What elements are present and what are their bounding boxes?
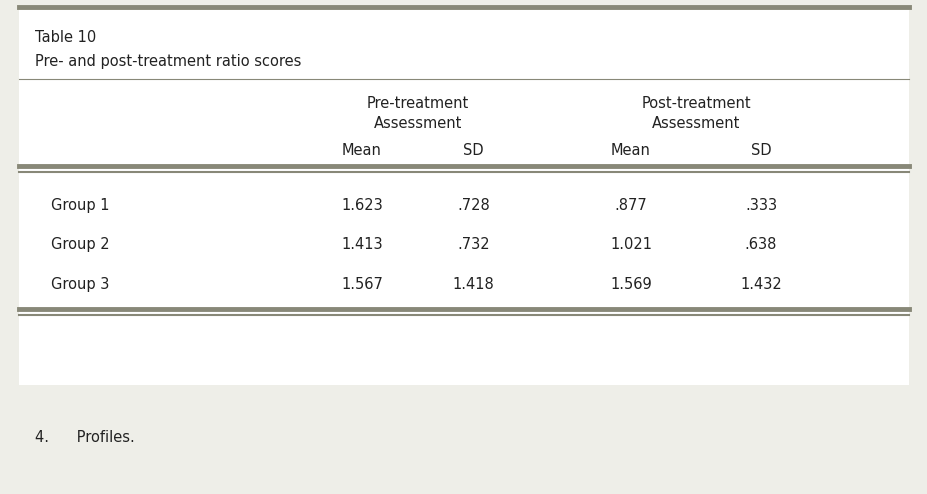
Text: Table 10: Table 10 [35,30,96,44]
Text: 1.413: 1.413 [341,237,382,252]
Text: .333: .333 [744,198,776,212]
Text: Mean: Mean [611,143,650,158]
Text: 1.021: 1.021 [609,237,652,252]
Text: Group 1: Group 1 [51,198,109,212]
Text: .638: .638 [744,237,776,252]
Text: Assessment: Assessment [373,116,462,131]
Text: 4.      Profiles.: 4. Profiles. [35,430,134,445]
Text: 1.418: 1.418 [452,277,493,291]
Text: 1.432: 1.432 [740,277,781,291]
Text: Assessment: Assessment [651,116,740,131]
Text: .877: .877 [614,198,647,212]
Text: Pre-treatment: Pre-treatment [366,96,468,111]
Text: .732: .732 [456,237,489,252]
Text: 1.567: 1.567 [340,277,383,291]
Text: Pre- and post-treatment ratio scores: Pre- and post-treatment ratio scores [35,54,301,69]
Text: Group 2: Group 2 [51,237,109,252]
Text: 1.623: 1.623 [341,198,382,212]
Text: .728: .728 [456,198,489,212]
Text: Post-treatment: Post-treatment [641,96,750,111]
Text: Mean: Mean [342,143,381,158]
Text: SD: SD [750,143,770,158]
Text: SD: SD [463,143,483,158]
Text: Group 3: Group 3 [51,277,109,291]
Text: 1.569: 1.569 [610,277,651,291]
